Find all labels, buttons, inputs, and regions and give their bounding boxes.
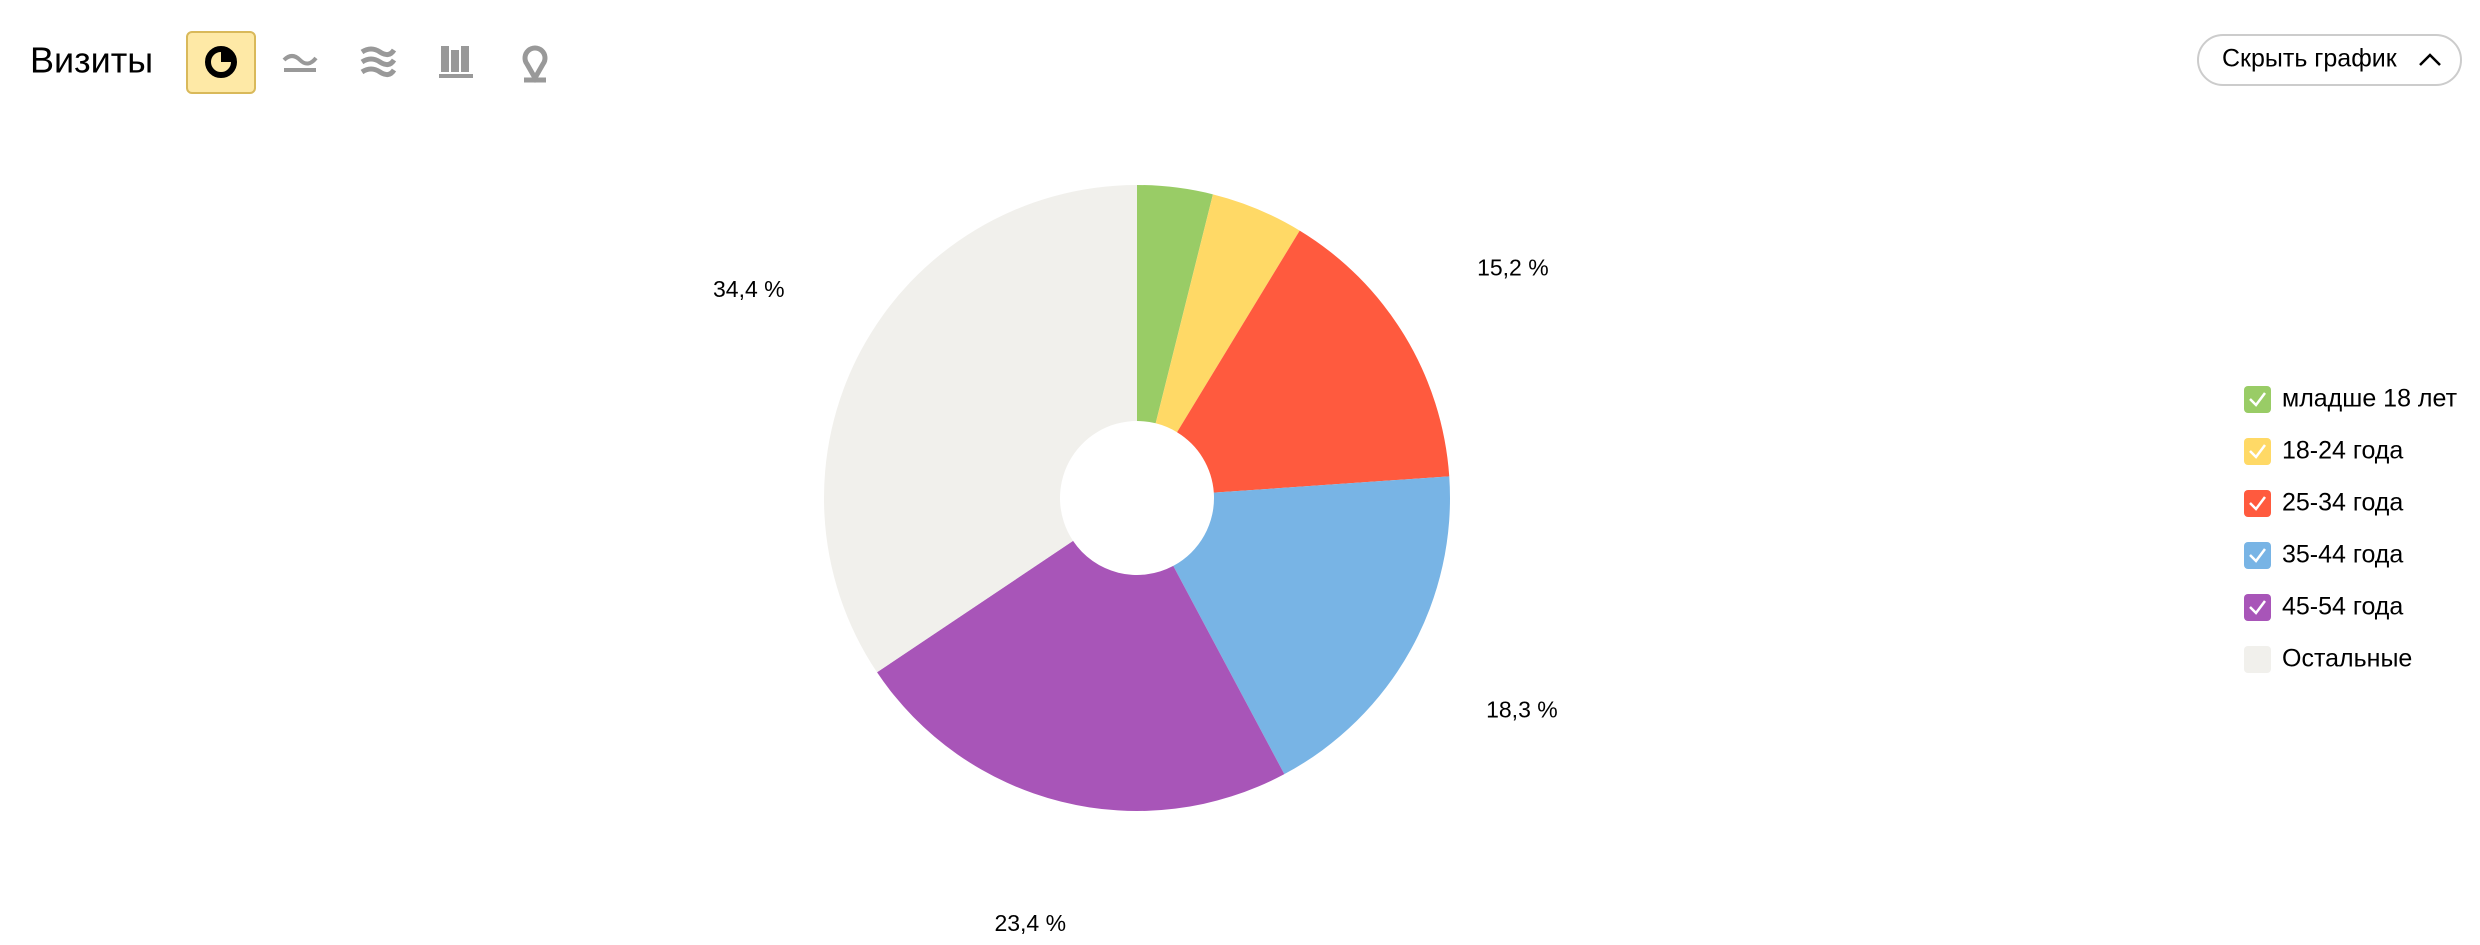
legend-label: младше 18 лет [2282, 385, 2458, 413]
hide-chart-button[interactable]: Скрыть график [2197, 34, 2462, 86]
legend-swatch[interactable] [2244, 542, 2271, 569]
toolbar [186, 31, 548, 94]
title: Визиты [30, 40, 153, 81]
legend-label: Остальные [2282, 645, 2412, 673]
legend-swatch[interactable] [2244, 386, 2271, 413]
legend-label: 45-54 года [2282, 593, 2403, 621]
legend-swatch[interactable] [2244, 438, 2271, 465]
slice-label: 15,2 % [1477, 254, 1549, 280]
legend-check [2249, 600, 2266, 615]
area-view-button[interactable] [360, 46, 397, 78]
legend-check [2249, 548, 2266, 563]
legend-check [2249, 496, 2266, 511]
pie-slice [1173, 476, 1450, 775]
line-view-button[interactable] [282, 54, 318, 72]
map-view-button[interactable] [522, 45, 548, 84]
legend-check [2249, 392, 2266, 407]
pie-slice [1155, 194, 1300, 433]
chevron [2419, 53, 2441, 66]
bar-view-button[interactable] [439, 46, 473, 78]
slice-label: 23,4 % [994, 910, 1066, 936]
button-label[interactable]: Скрыть график [2222, 45, 2398, 73]
pie-icon [205, 46, 237, 78]
legend-label: 18-24 года [2282, 437, 2403, 465]
legend-swatch[interactable] [2244, 594, 2271, 621]
legend-label: 35-44 года [2282, 541, 2403, 569]
pie-view-button[interactable] [186, 31, 256, 94]
slice-label: 34,4 % [713, 276, 785, 302]
pie-slice [1137, 185, 1213, 424]
slice-label: 18,3 % [1486, 696, 1558, 722]
legend-swatch[interactable] [2244, 646, 2271, 673]
legend-check [2249, 444, 2266, 459]
button-frame[interactable] [2197, 34, 2462, 86]
legend-swatch[interactable] [2244, 490, 2271, 517]
pie-slice [877, 540, 1285, 811]
pie-slice [1177, 230, 1450, 493]
pie-slice [824, 185, 1137, 673]
legend-label: 25-34 года [2282, 489, 2403, 517]
